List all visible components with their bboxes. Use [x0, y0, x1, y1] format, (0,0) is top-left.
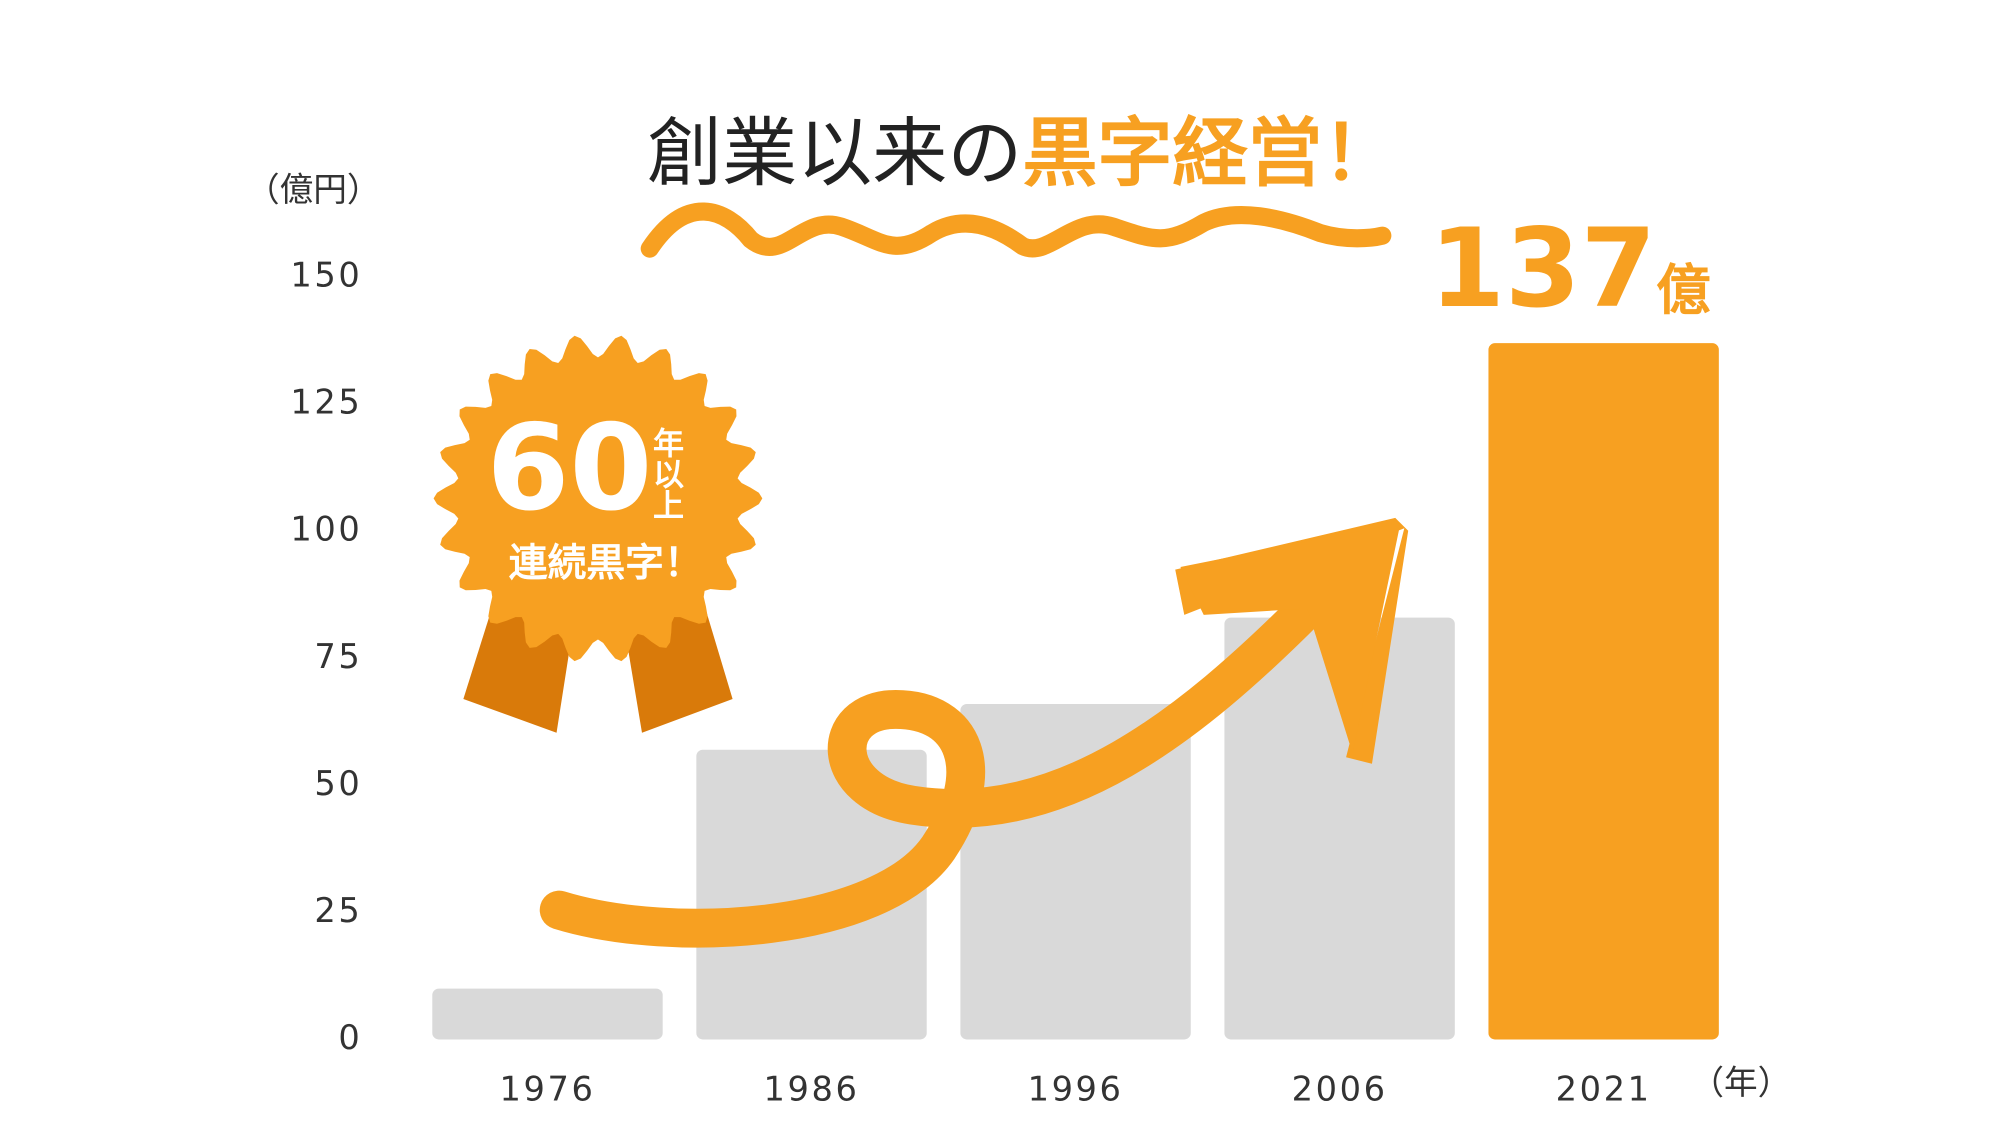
y-tick-label: 25 [314, 891, 362, 930]
badge-text: 連続黒字！ [509, 541, 703, 586]
value-number: 137 [1429, 205, 1656, 332]
badge-unit: 年以上 [647, 427, 684, 520]
x-tick-label: 1986 [764, 1070, 860, 1109]
y-axis-label: （億円） [246, 170, 381, 209]
title: 創業以来の [647, 109, 1022, 197]
rosette [433, 335, 763, 662]
bar [1224, 617, 1455, 1040]
decoration [433, 202, 1409, 948]
chart-title: 創業以来の黒字経営！ [647, 109, 1397, 197]
x-tick-label: 1996 [1028, 1070, 1124, 1109]
y-tick-label: 150 [290, 256, 362, 295]
y-tick-label: 100 [290, 510, 362, 549]
badge [433, 335, 763, 733]
value-unit: 億 [1656, 259, 1710, 322]
bar [1488, 343, 1719, 1040]
title-highlight: 黒字経営！ [1022, 109, 1397, 197]
ribbon [463, 608, 576, 733]
x-tick-label: 2021 [1556, 1070, 1652, 1109]
arrow-head [1180, 523, 1401, 754]
arrow [539, 589, 1327, 948]
badge-number: 60 [487, 399, 653, 538]
x-axis-label: （年） [1690, 1063, 1791, 1102]
bar [696, 749, 927, 1040]
value-label: 137億 [1429, 205, 1710, 332]
y-tick-label: 50 [314, 764, 362, 803]
x-tick-label: 2006 [1292, 1070, 1388, 1109]
bar [432, 988, 663, 1040]
y-tick-label: 75 [314, 637, 362, 676]
y-tick-label: 125 [290, 383, 362, 422]
squiggle [640, 202, 1392, 258]
y-tick-label: 0 [338, 1018, 362, 1057]
x-tick-label: 1976 [500, 1070, 596, 1109]
